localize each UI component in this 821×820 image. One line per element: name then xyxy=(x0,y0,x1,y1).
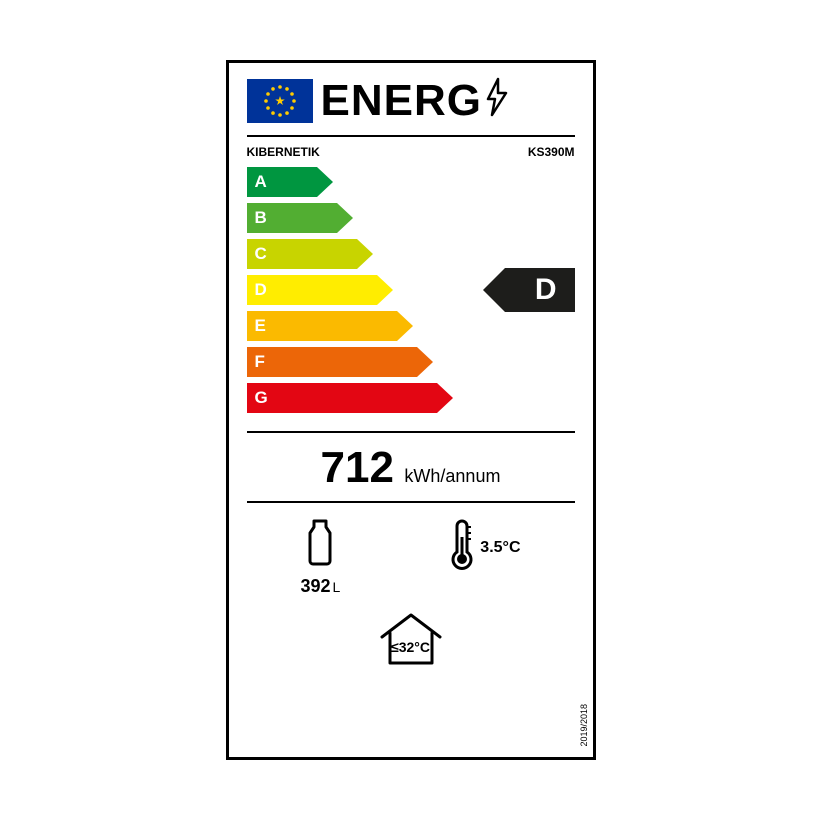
ambient-value: ≤32°C xyxy=(376,639,446,655)
divider xyxy=(247,135,575,137)
scale-letter: C xyxy=(255,244,267,264)
energy-title: ENERG xyxy=(321,77,510,125)
temperature-block: 3.5°C xyxy=(448,517,520,578)
scale-row-f: F xyxy=(247,347,575,377)
brand-model-row: KIBERNETIK KS390M xyxy=(247,145,575,159)
capacity-value: 392L xyxy=(300,576,340,597)
scale-row-c: C xyxy=(247,239,575,269)
rating-letter: D xyxy=(535,273,557,307)
energy-label: ENERG KIBERNETIK KS390M D ABCDEFG 712 kW… xyxy=(226,60,596,760)
scale-arrow: A xyxy=(247,167,333,197)
ambient-row: ≤32°C xyxy=(247,609,575,674)
brand-text: KIBERNETIK xyxy=(247,145,320,159)
energy-title-text: ENERG xyxy=(321,79,482,123)
scale-arrow: B xyxy=(247,203,353,233)
temperature-value: 3.5°C xyxy=(480,539,520,557)
capacity-block: 392L xyxy=(300,517,340,597)
scale-row-a: A xyxy=(247,167,575,197)
scale-letter: D xyxy=(255,280,267,300)
rating-badge: D xyxy=(483,268,575,312)
consumption-row: 712 kWh/annum xyxy=(247,443,575,493)
spec-icons-row: 392L 3.5°C xyxy=(247,517,575,597)
scale-row-e: E xyxy=(247,311,575,341)
scale-letter: A xyxy=(255,172,267,192)
house-icon: ≤32°C xyxy=(376,609,446,674)
consumption-unit: kWh/annum xyxy=(404,466,500,486)
scale-letter: F xyxy=(255,352,265,372)
scale-arrow: E xyxy=(247,311,413,341)
scale-arrow: F xyxy=(247,347,433,377)
scale-letter: E xyxy=(255,316,266,336)
scale-arrow: D xyxy=(247,275,393,305)
bottle-icon xyxy=(303,517,337,572)
eu-flag-icon xyxy=(247,79,313,123)
scale-arrow: C xyxy=(247,239,373,269)
thermometer-icon xyxy=(448,517,476,578)
efficiency-scale: D ABCDEFG xyxy=(247,167,575,425)
divider xyxy=(247,501,575,503)
divider xyxy=(247,431,575,433)
scale-letter: B xyxy=(255,208,267,228)
regulation-text: 2019/2018 xyxy=(579,704,589,747)
consumption-value: 712 xyxy=(321,443,394,492)
lightning-icon xyxy=(484,77,510,125)
scale-letter: G xyxy=(255,388,268,408)
scale-arrow: G xyxy=(247,383,453,413)
header: ENERG xyxy=(247,77,575,125)
scale-row-b: B xyxy=(247,203,575,233)
model-text: KS390M xyxy=(528,145,575,159)
scale-row-g: G xyxy=(247,383,575,413)
